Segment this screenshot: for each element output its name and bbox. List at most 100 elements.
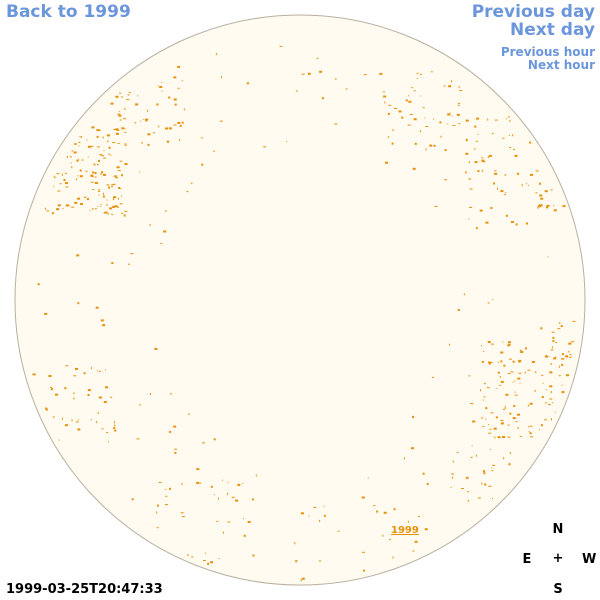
back-to-year-link[interactable]: Back to 1999: [6, 2, 131, 22]
sunspot-feature-icon: [64, 424, 68, 427]
sunspot-feature-icon: [181, 482, 183, 485]
sunspot-feature-icon: [492, 298, 494, 300]
sunspot-feature-icon: [474, 125, 477, 128]
sunspot-feature-icon: [569, 354, 572, 355]
sunspot-feature-icon: [113, 175, 117, 177]
sunspot-feature-icon: [416, 78, 418, 79]
sunspot-feature-icon: [559, 322, 561, 324]
sunspot-feature-icon: [481, 159, 485, 162]
sunspot-feature-icon: [393, 508, 396, 511]
sunspot-feature-icon: [467, 476, 469, 479]
sunspot-feature-icon: [482, 399, 484, 401]
sunspot-feature-icon: [106, 204, 108, 206]
sunspot-feature-icon: [96, 135, 99, 138]
sunspot-feature-icon: [161, 82, 163, 84]
sunspot-feature-icon: [174, 451, 177, 454]
sunspot-feature-icon: [459, 90, 463, 92]
sunspot-feature-icon: [519, 435, 522, 437]
sunspot-feature-icon: [413, 90, 416, 92]
sunspot-feature-icon: [77, 175, 79, 177]
disk-year-link[interactable]: 1999: [391, 525, 419, 536]
sunspot-feature-icon: [510, 221, 514, 223]
previous-day-link[interactable]: Previous day: [471, 2, 595, 22]
sunspot-feature-icon: [456, 113, 460, 116]
sunspot-feature-icon: [97, 412, 99, 415]
sunspot-feature-icon: [557, 328, 561, 330]
sunspot-feature-icon: [308, 515, 310, 517]
sunspot-feature-icon: [519, 382, 521, 384]
sunspot-feature-icon: [546, 204, 550, 207]
sunspot-feature-icon: [286, 141, 288, 143]
next-day-link[interactable]: Next day: [510, 20, 595, 40]
sunspot-feature-icon: [111, 184, 115, 186]
sunspot-feature-icon: [547, 404, 551, 406]
sunspot-feature-icon: [452, 476, 453, 479]
sunspot-feature-icon: [105, 386, 108, 389]
sunspot-feature-icon: [83, 196, 87, 198]
sunspot-feature-icon: [156, 527, 159, 529]
sunspot-feature-icon: [549, 398, 553, 400]
sunspot-feature-icon: [78, 145, 80, 147]
sunspot-feature-icon: [497, 436, 501, 439]
sunspot-feature-icon: [447, 123, 449, 125]
sunspot-feature-icon: [407, 95, 409, 97]
sunspot-feature-icon: [121, 96, 123, 98]
previous-hour-link[interactable]: Previous hour: [500, 45, 595, 59]
sunspot-feature-icon: [424, 528, 428, 531]
sunspot-feature-icon: [489, 449, 491, 451]
sunspot-feature-icon: [540, 327, 543, 330]
sunspot-feature-icon: [101, 428, 104, 430]
sunspot-feature-icon: [541, 396, 544, 398]
sunspot-feature-icon: [499, 375, 501, 378]
sunspot-feature-icon: [53, 416, 55, 418]
sunspot-feature-icon: [413, 118, 417, 121]
sunspot-feature-icon: [539, 194, 543, 197]
sunspot-feature-icon: [100, 172, 102, 175]
sunspot-feature-icon: [53, 185, 55, 187]
sunspot-feature-icon: [57, 204, 61, 207]
sunspot-feature-icon: [565, 355, 569, 358]
compass-west-label: W: [582, 552, 597, 567]
sunspot-feature-icon: [480, 389, 481, 392]
sunspot-feature-icon: [496, 388, 498, 389]
sunspot-feature-icon: [541, 374, 544, 376]
sunspot-feature-icon: [87, 156, 89, 158]
sunspot-feature-icon: [187, 554, 189, 556]
sunspot-feature-icon: [94, 208, 97, 210]
sunspot-feature-icon: [294, 542, 296, 545]
sunspot-feature-icon: [519, 349, 522, 351]
sunspot-feature-icon: [488, 361, 491, 364]
sunspot-feature-icon: [335, 77, 337, 80]
sunspot-feature-icon: [487, 341, 491, 343]
sunspot-feature-icon: [177, 87, 180, 89]
sunspot-feature-icon: [91, 126, 95, 129]
sunspot-feature-icon: [202, 560, 206, 561]
sunspot-feature-icon: [163, 230, 167, 233]
sunspot-feature-icon: [507, 116, 510, 118]
sunspot-feature-icon: [512, 134, 514, 137]
sunspot-feature-icon: [75, 367, 78, 370]
sunspot-feature-icon: [147, 109, 149, 112]
sunspot-feature-icon: [323, 505, 325, 507]
sunspot-feature-icon: [46, 210, 50, 212]
sunspot-feature-icon: [465, 172, 466, 174]
sunspot-feature-icon: [530, 436, 534, 438]
sunspot-feature-icon: [279, 45, 283, 47]
sunspot-feature-icon: [58, 439, 60, 441]
sunspot-feature-icon: [181, 80, 183, 82]
sunspot-feature-icon: [452, 460, 454, 463]
sunspot-feature-icon: [169, 393, 172, 395]
sunspot-feature-icon: [499, 384, 502, 386]
sunspot-feature-icon: [50, 386, 52, 388]
sunspot-feature-icon: [529, 402, 533, 405]
sunspot-feature-icon: [500, 380, 504, 383]
sunspot-feature-icon: [45, 408, 48, 411]
sunspot-feature-icon: [468, 178, 472, 180]
next-hour-link[interactable]: Next hour: [527, 58, 595, 72]
sunspot-feature-icon: [561, 363, 564, 366]
sunspot-feature-icon: [92, 208, 94, 210]
sunspot-feature-icon: [465, 477, 468, 480]
sunspot-feature-icon: [465, 152, 469, 155]
sunspot-feature-icon: [173, 98, 177, 101]
sunspot-feature-icon: [55, 177, 57, 179]
